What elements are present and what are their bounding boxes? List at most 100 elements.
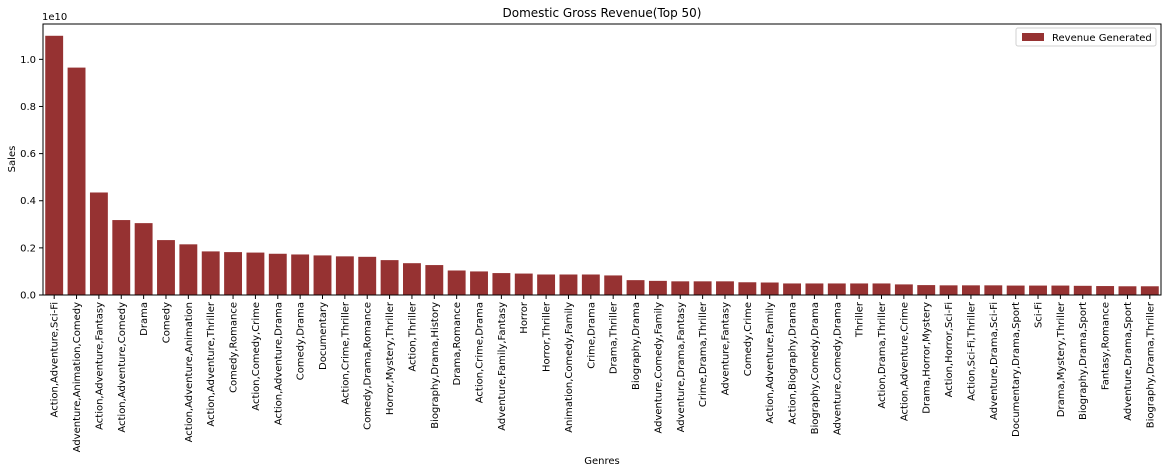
x-tick-label: Biography,Drama,Sport — [1078, 302, 1089, 420]
bar — [358, 256, 377, 295]
x-tick-label: Action,Adventure,Fantasy — [94, 302, 105, 430]
bar — [604, 275, 623, 295]
bar — [447, 270, 466, 295]
x-tick-label: Action,Sci-Fi,Thriller — [966, 301, 977, 401]
bar — [335, 256, 354, 295]
bar — [537, 274, 556, 295]
bar — [179, 244, 198, 295]
x-tick-label: Comedy,Crime — [743, 302, 754, 376]
x-tick-label: Action,Adventure,Family — [765, 302, 776, 424]
chart-title: Domestic Gross Revenue(Top 50) — [503, 6, 702, 20]
bar — [45, 35, 64, 295]
plot-frame — [42, 23, 1162, 296]
y-tick-label: 0.0 — [20, 291, 36, 302]
bar — [380, 260, 399, 295]
x-tick-label: Documentary — [318, 302, 329, 370]
legend-label: Revenue Generated — [1052, 33, 1152, 44]
x-tick-label: Action,Adventure,Crime — [899, 302, 910, 421]
bar — [760, 282, 779, 295]
bar — [783, 283, 802, 295]
y-tick-label: 1.0 — [20, 55, 36, 66]
x-tick-label: Action,Adventure,Drama — [273, 302, 284, 425]
x-tick-label: Adventure,Animation,Comedy — [72, 302, 83, 452]
bar — [872, 283, 891, 295]
x-ticks-group: Action,Adventure,Sci-Fi Adventure,Animati… — [50, 295, 1156, 452]
x-tick-label: Thriller — [855, 301, 866, 338]
bar — [1118, 286, 1137, 295]
x-tick-label: Action,Biography,Drama — [788, 302, 799, 424]
x-tick-label: Adventure,Fantasy — [720, 302, 731, 395]
bar — [1073, 285, 1092, 295]
bar — [559, 274, 578, 295]
bar — [648, 280, 667, 295]
bar — [1029, 285, 1047, 295]
bar — [626, 280, 645, 295]
x-tick-label: Crime,Drama,Thriller — [698, 301, 709, 407]
x-tick-label: Action,Adventure,Sci-Fi — [50, 302, 61, 417]
x-tick-label: Biography,Comedy,Drama — [810, 302, 821, 434]
x-tick-label: Animation,Comedy,Family — [564, 302, 575, 433]
bar — [492, 273, 511, 295]
x-tick-label: Biography,Drama,History — [430, 302, 441, 429]
bar — [134, 223, 153, 295]
x-axis-label: Genres — [584, 456, 620, 467]
bar — [894, 284, 913, 295]
bar — [313, 255, 332, 295]
x-tick-label: Biography,Drama,Thriller — [1145, 301, 1156, 428]
bar — [67, 67, 86, 295]
bar — [671, 281, 690, 295]
y-axis-label: Sales — [7, 146, 18, 173]
x-tick-label: Crime,Drama — [586, 302, 597, 369]
x-tick-label: Adventure,Drama,Sci-Fi — [989, 302, 1000, 420]
bar — [962, 285, 980, 295]
bar — [1140, 286, 1159, 295]
legend-swatch — [1022, 33, 1044, 41]
x-tick-label: Action,Horror,Sci-Fi — [944, 302, 955, 397]
x-tick-label: Action,Crime,Thriller — [340, 301, 351, 404]
bar — [738, 282, 757, 295]
bar — [425, 265, 444, 295]
bar — [246, 252, 265, 295]
x-tick-label: Documentary,Drama,Sport — [1011, 302, 1022, 437]
x-tick-label: Action,Comedy,Crime — [251, 302, 262, 411]
x-tick-label: Drama,Romance — [452, 302, 463, 385]
bar — [805, 283, 824, 295]
bar — [581, 274, 600, 295]
x-tick-label: Action,Crime,Drama — [475, 302, 486, 403]
x-tick-label: Sci-Fi — [1034, 302, 1045, 328]
x-tick-label: Horror — [519, 301, 530, 334]
y-ticks-group: 0.0 0.2 0.4 0.6 0.8 1.0 — [20, 55, 43, 302]
bar — [850, 283, 869, 295]
bar — [470, 271, 488, 295]
x-tick-label: Comedy,Romance — [229, 302, 240, 393]
y-tick-label: 0.6 — [20, 149, 36, 160]
bar — [939, 285, 958, 295]
x-tick-label: Adventure,Comedy,Family — [653, 302, 664, 434]
x-tick-label: Comedy,Drama — [296, 302, 307, 380]
bar — [827, 283, 846, 295]
x-tick-label: Adventure,Drama,Fantasy — [676, 302, 687, 432]
x-tick-label: Adventure,Family,Fantasy — [497, 302, 508, 431]
y-tick-label: 0.2 — [20, 243, 36, 254]
x-tick-label: Drama,Horror,Mystery — [922, 302, 933, 414]
x-tick-label: Biography,Drama — [631, 302, 642, 390]
bar — [984, 285, 1003, 295]
x-tick-label: Action,Adventure,Animation — [184, 302, 195, 442]
x-tick-label: Drama,Mystery,Thriller — [1056, 301, 1067, 417]
x-tick-label: Adventure,Comedy,Drama — [832, 302, 843, 435]
x-tick-label: Comedy,Drama,Romance — [363, 302, 374, 430]
bar — [514, 273, 533, 295]
bar — [157, 240, 175, 295]
x-tick-label: Horror,Mystery,Thriller — [385, 301, 396, 415]
bar — [1096, 286, 1115, 295]
bar — [112, 220, 131, 295]
y-axis-offset-label: 1e10 — [42, 12, 67, 23]
bar — [1051, 285, 1070, 295]
bar — [201, 251, 220, 295]
legend: Revenue Generated — [1015, 27, 1157, 47]
bar — [693, 281, 712, 295]
x-tick-label: Drama — [139, 302, 150, 336]
bar — [224, 252, 243, 295]
x-tick-label: Action,Thriller — [407, 301, 418, 372]
bar — [1006, 285, 1025, 295]
